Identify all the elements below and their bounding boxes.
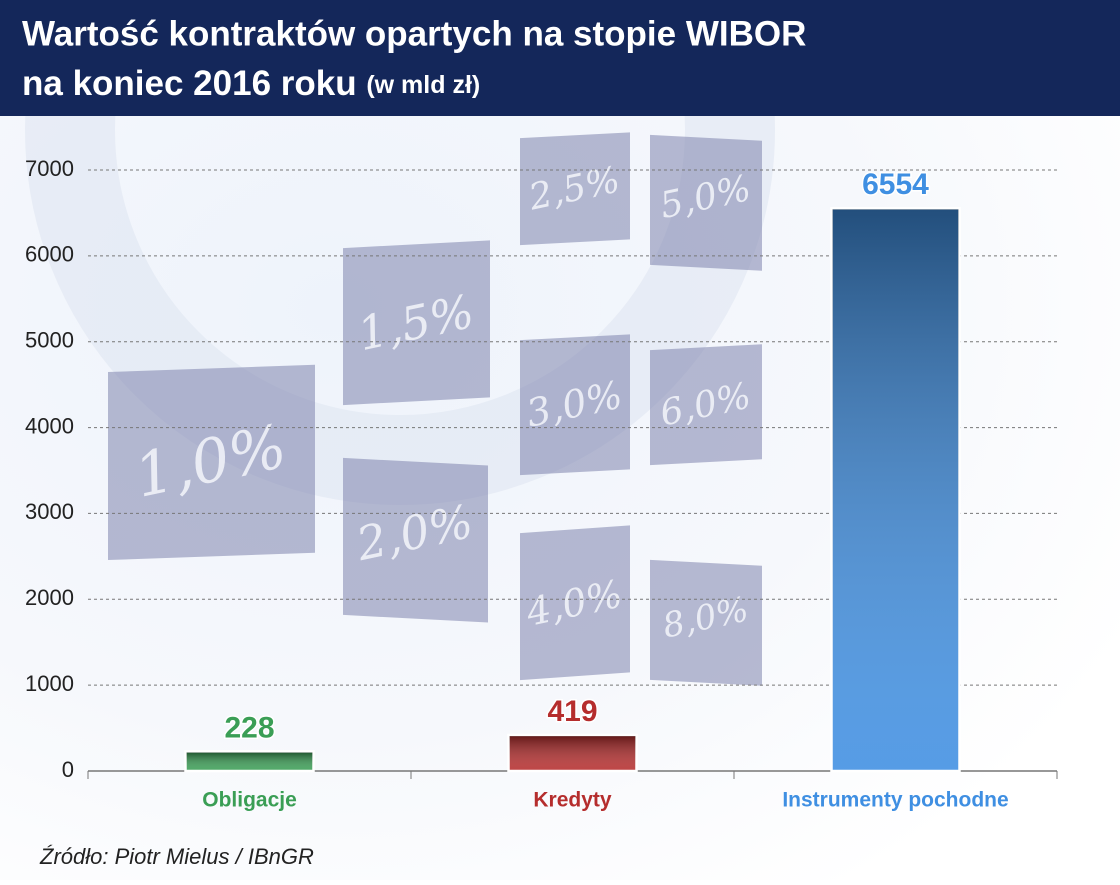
y-tick-label: 5000: [25, 328, 74, 353]
background-card: [343, 240, 490, 406]
bar-shade: [186, 752, 313, 770]
y-tick-label: 6000: [25, 242, 74, 267]
background-card: [520, 334, 630, 476]
background-card: [343, 457, 488, 623]
background-card: [650, 344, 762, 466]
y-tick-label: 2000: [25, 585, 74, 610]
y-tick-label: 1000: [25, 671, 74, 696]
unit: (w mld zł): [366, 71, 480, 99]
background-ring: [25, 0, 775, 505]
y-tick-label: 0: [62, 757, 74, 782]
bar-shade: [509, 736, 636, 770]
y-tick-label: 3000: [25, 499, 74, 524]
value-label: 419: [547, 695, 597, 728]
x-tick-label: Kredyty: [533, 789, 612, 812]
subtitle: na koniec 2016 roku: [22, 64, 357, 103]
y-tick-label: 4000: [25, 413, 74, 438]
x-tick-label: Instrumenty pochodne: [782, 789, 1008, 812]
header-band: [0, 0, 1120, 116]
y-tick-label: 7000: [25, 156, 74, 181]
value-label: 6554: [862, 168, 929, 201]
chart-title: Wartość kontraktów opartych na stopie WI…: [22, 14, 806, 53]
background-card: [520, 132, 630, 246]
background-card: [108, 364, 315, 561]
background-card: [520, 525, 630, 681]
background-card: [650, 134, 762, 271]
source: Źródło: Piotr Mielus / IBnGR: [39, 844, 314, 869]
background-card: [650, 559, 762, 686]
chart-subtitle: na koniec 2016 roku (w mld zł): [22, 64, 480, 103]
value-label: 228: [224, 711, 274, 744]
x-tick-label: Obligacje: [202, 789, 297, 812]
bar-shade: [832, 209, 959, 770]
background-cards: 1,0%1,5%2,0%2,5%3,0%4,0%5,0%6,0%8,0%: [108, 132, 762, 686]
